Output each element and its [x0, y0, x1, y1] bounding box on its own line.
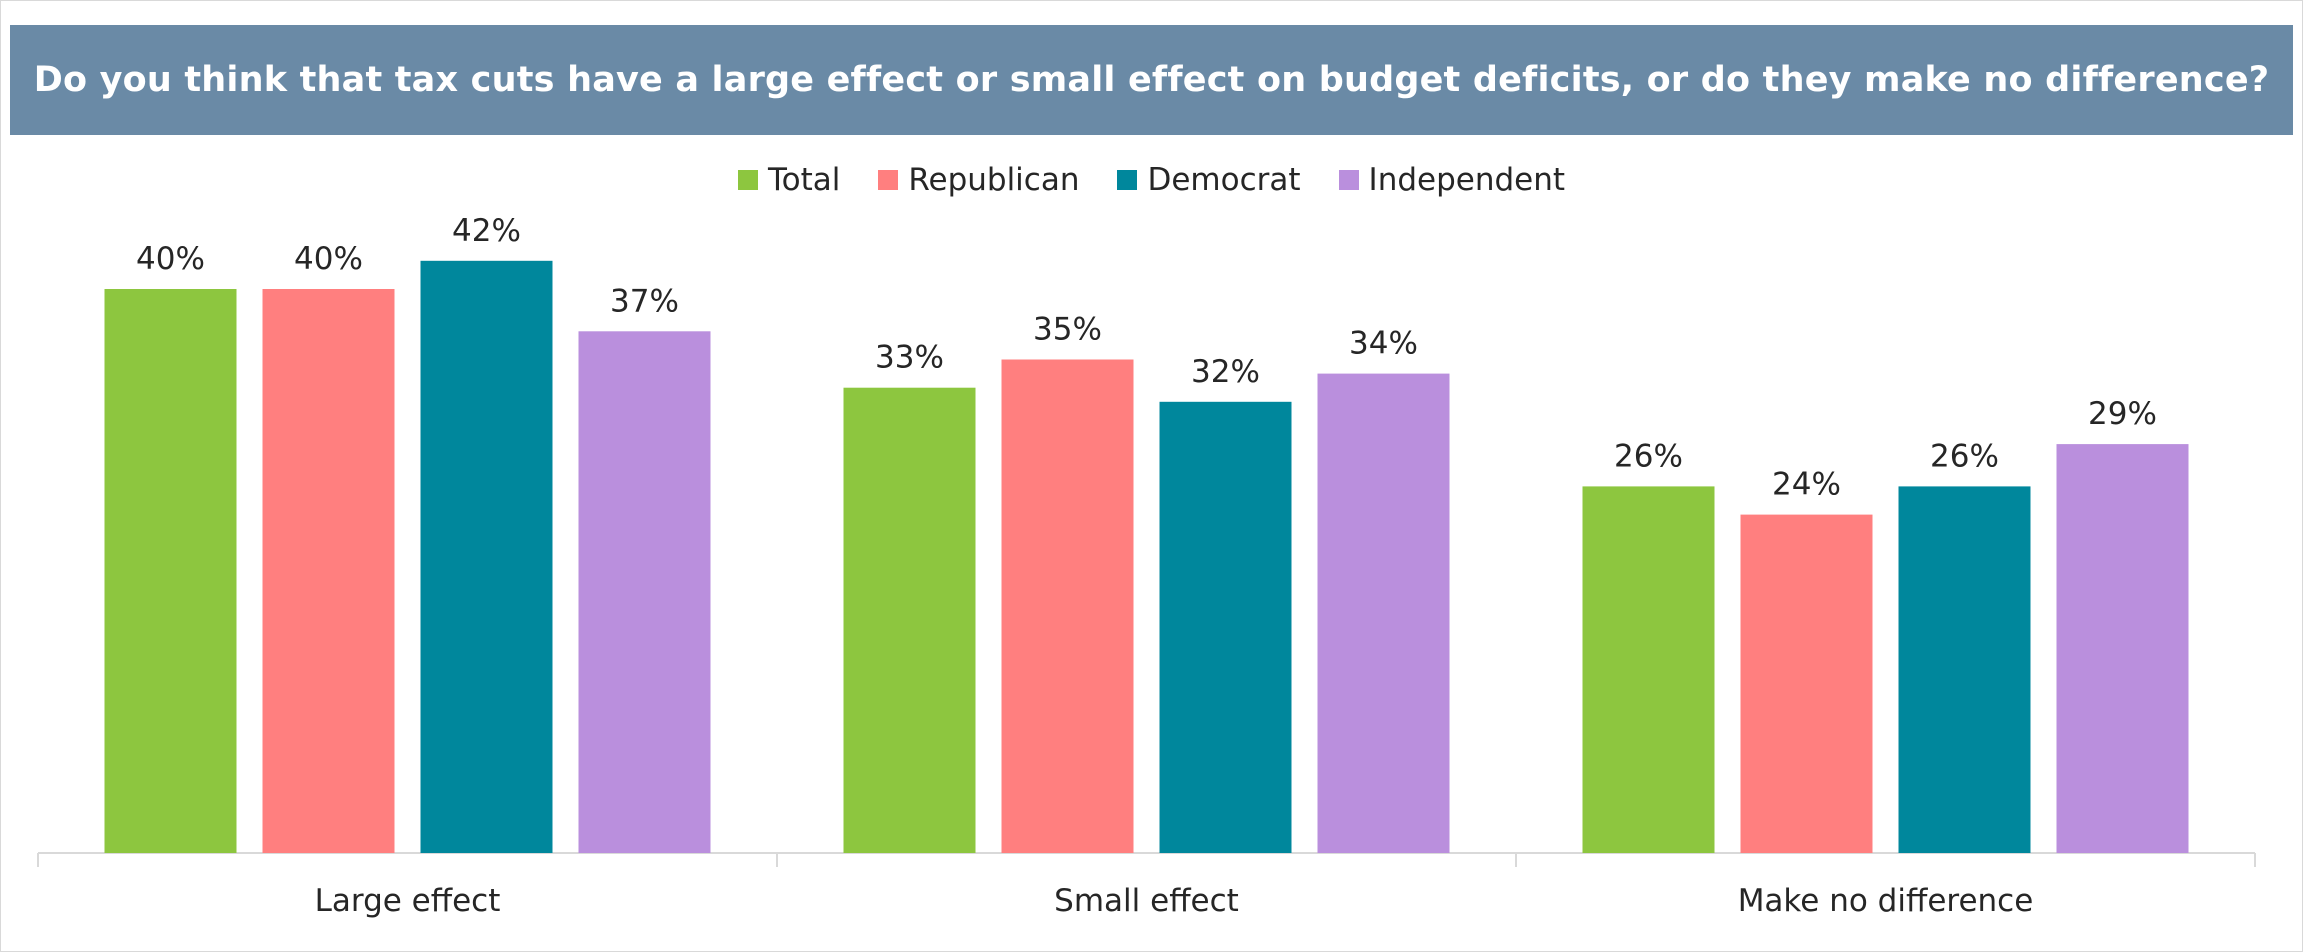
legend-item-total: Total	[737, 162, 841, 198]
bar-independent-1	[1317, 373, 1450, 853]
category-label-2: Make no difference	[1738, 883, 2034, 919]
legend-swatch-total	[737, 170, 758, 190]
category-label-1: Small effect	[1054, 883, 1239, 919]
data-label-total-0: 40%	[136, 241, 205, 277]
bar-total-1	[843, 387, 976, 853]
data-label-independent-1: 34%	[1349, 326, 1418, 362]
legend-label-independent: Independent	[1368, 162, 1566, 198]
data-label-independent-2: 29%	[2088, 396, 2157, 432]
bar-total-0	[104, 289, 237, 853]
legend-label-democrat: Democrat	[1147, 162, 1301, 198]
bar-total-2	[1582, 486, 1715, 853]
legend-item-republican: Republican	[878, 162, 1079, 198]
data-label-democrat-1: 32%	[1191, 354, 1260, 390]
data-label-democrat-2: 26%	[1930, 438, 1999, 474]
data-label-republican-1: 35%	[1033, 312, 1102, 348]
legend-label-republican: Republican	[908, 162, 1080, 198]
legend-swatch-democrat	[1117, 170, 1138, 190]
legend-label-total: Total	[767, 162, 841, 198]
legend-item-democrat: Democrat	[1117, 162, 1301, 198]
bar-republican-1	[1001, 359, 1134, 853]
legend-item-independent: Independent	[1338, 162, 1566, 198]
data-label-total-2: 26%	[1614, 438, 1683, 474]
legend: Total Republican Democrat Independent	[0, 155, 2303, 205]
data-label-total-1: 33%	[875, 340, 944, 376]
bar-democrat-0	[420, 260, 553, 853]
data-label-democrat-0: 42%	[452, 213, 521, 249]
data-label-independent-0: 37%	[610, 283, 679, 319]
bar-democrat-1	[1159, 401, 1292, 853]
data-label-republican-0: 40%	[294, 241, 363, 277]
data-label-republican-2: 24%	[1772, 467, 1841, 503]
bar-democrat-2	[1898, 486, 2031, 853]
bar-republican-0	[262, 289, 395, 853]
legend-swatch-independent	[1338, 170, 1359, 190]
bar-independent-2	[2056, 444, 2189, 853]
category-label-0: Large effect	[315, 883, 501, 919]
legend-swatch-republican	[878, 170, 899, 190]
title-band: Do you think that tax cuts have a large …	[10, 25, 2293, 135]
bar-republican-2	[1740, 514, 1873, 853]
chart-title: Do you think that tax cuts have a large …	[33, 60, 2270, 100]
bar-independent-0	[578, 331, 711, 853]
